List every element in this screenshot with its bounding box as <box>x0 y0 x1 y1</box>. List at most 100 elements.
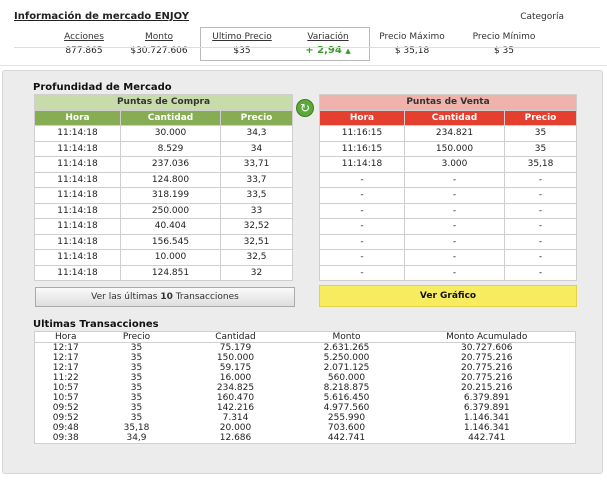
compra-row-cell: 32,51 <box>220 233 293 250</box>
stat-ultimo-precio-label[interactable]: Ultimo Precio <box>212 32 272 42</box>
transaction-row: 10:57 35 234.825 8.218.875 20.215.216 <box>35 383 576 393</box>
venta-row: --- <box>319 264 577 281</box>
transaction-row-cell: 35 <box>130 393 143 403</box>
venta-row-cell: - <box>404 218 505 235</box>
compra-row-cell: 11:14:18 <box>34 125 121 142</box>
compra-row-cell: 10.000 <box>120 249 221 266</box>
compra-row-cell: 33 <box>220 202 293 219</box>
venta-row-cell: 150.000 <box>404 140 505 157</box>
compra-row: 11:14:18 156.545 32,51 <box>34 233 293 250</box>
compra-row-cell: 318.199 <box>120 187 221 204</box>
transaction-row-cell: 09:38 <box>52 433 79 443</box>
compra-row-cell: 34 <box>220 140 293 157</box>
stat-acciones-label[interactable]: Acciones <box>64 32 104 42</box>
transaction-row-cell: 2.071.125 <box>323 363 370 373</box>
venta-row: --- <box>319 218 577 235</box>
transaction-row: 10:57 35 160.470 5.616.450 6.379.891 <box>35 393 576 403</box>
venta-row-cell: - <box>504 233 577 250</box>
venta-row: 11:16:15 234.821 35 <box>319 125 577 142</box>
venta-row-cell: 11:16:15 <box>319 125 405 142</box>
compra-row: 11:14:18 30.000 34,3 <box>34 125 293 142</box>
stat-variacion-value: + 2,94 ▲ <box>288 44 368 58</box>
transaction-row-cell: 142.216 <box>216 403 255 413</box>
transaction-row-cell: 160.470 <box>216 393 255 403</box>
transaction-row-cell: 12.686 <box>219 433 252 443</box>
compra-row: 11:14:18 318.199 33,5 <box>34 187 293 204</box>
venta-row-cell: - <box>504 249 577 266</box>
transaction-row-cell: 12:17 <box>52 343 79 353</box>
ver-grafico-button[interactable]: Ver Gráfico <box>319 285 577 307</box>
venta-row-cell: - <box>504 202 577 219</box>
transaction-row: 12:17 35 59.175 2.071.125 20.775.216 <box>35 363 576 373</box>
venta-row-cell: - <box>319 187 405 204</box>
compra-table: Puntas de Compra Hora Cantidad Precio 11… <box>34 94 293 281</box>
transaction-row: 09:48 35,18 20.000 703.600 1.146.341 <box>35 423 576 433</box>
compra-row-cell: 11:14:18 <box>34 202 121 219</box>
venta-row-cell: - <box>319 264 405 281</box>
venta-title: Puntas de Venta <box>319 94 577 111</box>
transaction-row-cell: 7.314 <box>222 413 249 423</box>
trans-prefix: Ver las últimas <box>91 292 161 302</box>
compra-row-cell: 40.404 <box>120 218 221 235</box>
refresh-icon[interactable]: ↻ <box>296 99 314 117</box>
transaction-row-cell: 34,9 <box>126 433 147 443</box>
stat-monto-value: $30.727.606 <box>130 46 188 56</box>
compra-row-cell: 11:14:18 <box>34 233 121 250</box>
venta-col-precio: Precio <box>504 109 577 126</box>
depth-title: Profundidad de Mercado <box>33 82 172 93</box>
variacion-number: + 2,94 <box>305 45 342 56</box>
compra-row-cell: 250.000 <box>120 202 221 219</box>
trans-suffix: Transacciones <box>172 292 239 302</box>
page-title[interactable]: Información de mercado ENJOY <box>14 11 190 22</box>
compra-row-cell: 33,71 <box>220 156 293 173</box>
stat-monto-label[interactable]: Monto <box>144 32 173 42</box>
transactions-rows: 12:17 35 75.179 2.631.265 30.727.606 12:17 35 1… <box>35 343 576 444</box>
stat-acciones: Acciones 877.865 <box>44 32 124 58</box>
transaction-row-cell: 35 <box>130 343 143 353</box>
transaction-row-cell: 20.000 <box>219 423 252 433</box>
ver-transacciones-button[interactable]: Ver las últimas 10 Transacciones <box>35 287 295 307</box>
venta-row-cell: 234.821 <box>404 125 505 142</box>
stat-ultimo-precio: Ultimo Precio $35 <box>202 32 282 58</box>
compra-row-cell: 11:14:18 <box>34 156 121 173</box>
transaction-row-cell: 35,18 <box>123 423 150 433</box>
transaction-row-cell: 35 <box>130 383 143 393</box>
venta-row-cell: - <box>404 264 505 281</box>
venta-rows: 11:16:15 234.821 35 11:16:15 150.000 35 11:14:… <box>319 125 577 281</box>
compra-row-cell: 11:14:18 <box>34 264 121 281</box>
venta-row: --- <box>319 233 577 250</box>
transaction-row-cell: 09:52 <box>52 413 79 423</box>
stat-variacion-label[interactable]: Variación <box>307 32 349 42</box>
venta-row-cell: 11:16:15 <box>319 140 405 157</box>
market-stats: Acciones 877.865 Monto $30.727.606 Ultim… <box>44 32 584 62</box>
transaction-row-cell: 6.379.891 <box>463 393 510 403</box>
venta-row: --- <box>319 187 577 204</box>
transaction-row-cell: 10:57 <box>52 393 79 403</box>
venta-row-cell: - <box>319 233 405 250</box>
venta-row-cell: 35,18 <box>504 156 577 173</box>
compra-row-cell: 11:14:18 <box>34 187 121 204</box>
transaction-row-cell: 150.000 <box>216 353 255 363</box>
transaction-row-cell: 703.600 <box>327 423 366 433</box>
compra-row-cell: 32,52 <box>220 218 293 235</box>
transaction-row-cell: 12:17 <box>52 353 79 363</box>
venta-row-cell: - <box>319 218 405 235</box>
compra-row-cell: 11:14:18 <box>34 171 121 188</box>
stat-precio-minimo: Precio Mínimo $ 35 <box>464 32 544 58</box>
compra-row-cell: 33,5 <box>220 187 293 204</box>
venta-row-cell: - <box>504 218 577 235</box>
transaction-row: 09:52 35 7.314 255.990 1.146.341 <box>35 413 576 423</box>
compra-row-cell: 11:14:18 <box>34 218 121 235</box>
compra-row: 11:14:18 124.851 32 <box>34 264 293 281</box>
compra-row-cell: 237.036 <box>120 156 221 173</box>
transactions-table: Hora Precio Cantidad Monto Monto Acumula… <box>34 331 576 444</box>
stat-precio-minimo-label: Precio Mínimo <box>472 32 536 42</box>
compra-title: Puntas de Compra <box>34 94 293 111</box>
transaction-row-cell: 75.179 <box>219 343 252 353</box>
transaction-row-cell: 442.741 <box>327 433 366 443</box>
categoria-label: Categoría <box>520 12 564 22</box>
transaction-row-cell: 09:48 <box>52 423 79 433</box>
transaction-row: 12:17 35 75.179 2.631.265 30.727.606 <box>35 343 576 354</box>
header-divider <box>14 47 600 48</box>
transaction-row-cell: 1.146.341 <box>463 423 510 433</box>
